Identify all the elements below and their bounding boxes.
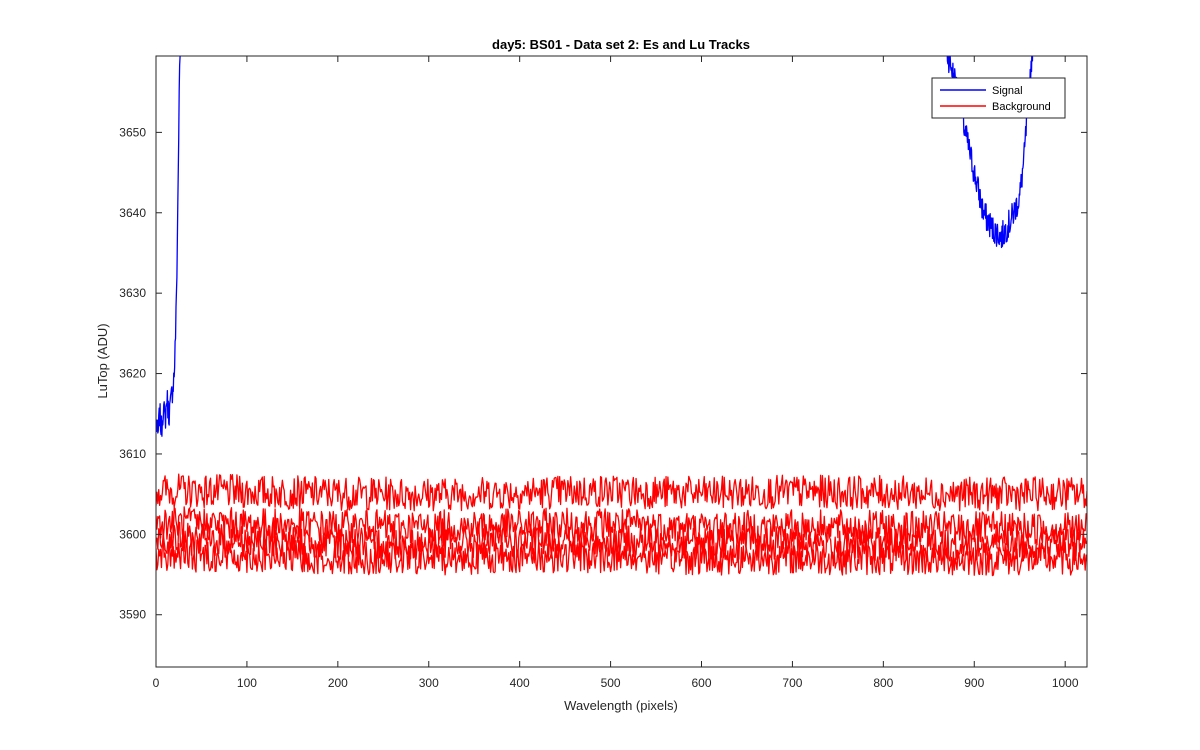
legend: Signal Background — [931, 77, 1066, 119]
series-line-signal-1 — [942, 56, 1034, 249]
y-tick-label-3610: 3610 — [119, 447, 146, 461]
axes-box — [155, 55, 1088, 668]
y-tick-label-3650: 3650 — [119, 125, 146, 139]
x-tick-label-0: 0 — [153, 676, 160, 690]
series-line-background-4 — [156, 521, 1087, 562]
y-tick-label-3600: 3600 — [119, 527, 146, 541]
x-tick-label-200: 200 — [328, 676, 348, 690]
x-tick-label-700: 700 — [782, 676, 802, 690]
series-line-background-2 — [156, 473, 1087, 512]
x-tick-label-800: 800 — [873, 676, 893, 690]
x-tick-label-1000: 1000 — [1052, 676, 1079, 690]
legend-label-background: Background — [992, 101, 1051, 113]
legend-box — [931, 77, 1066, 119]
chart-title: day5: BS01 - Data set 2: Es and Lu Track… — [492, 37, 750, 52]
series-line-background-5 — [156, 538, 1087, 577]
y-tick-label-3620: 3620 — [119, 367, 146, 381]
x-axis-title: Wavelength (pixels) — [564, 698, 678, 713]
y-tick-label-3630: 3630 — [119, 286, 146, 300]
series-layer — [156, 56, 1087, 577]
x-tick-label-400: 400 — [510, 676, 530, 690]
y-tick-label-3590: 3590 — [119, 608, 146, 622]
x-tick-label-900: 900 — [964, 676, 984, 690]
y-tick-label-3640: 3640 — [119, 206, 146, 220]
series-line-signal-0 — [156, 56, 181, 437]
legend-label-signal: Signal — [992, 85, 1023, 97]
x-tick-label-600: 600 — [691, 676, 711, 690]
y-axis-title: LuTop (ADU) — [95, 323, 110, 398]
x-tick-label-100: 100 — [237, 676, 257, 690]
plot-area — [156, 56, 1087, 667]
tick-layer: 0 100 200 300 400 500 600 700 800 900 1000 3590 3600… — [119, 56, 1087, 690]
x-tick-label-500: 500 — [601, 676, 621, 690]
x-tick-label-300: 300 — [419, 676, 439, 690]
